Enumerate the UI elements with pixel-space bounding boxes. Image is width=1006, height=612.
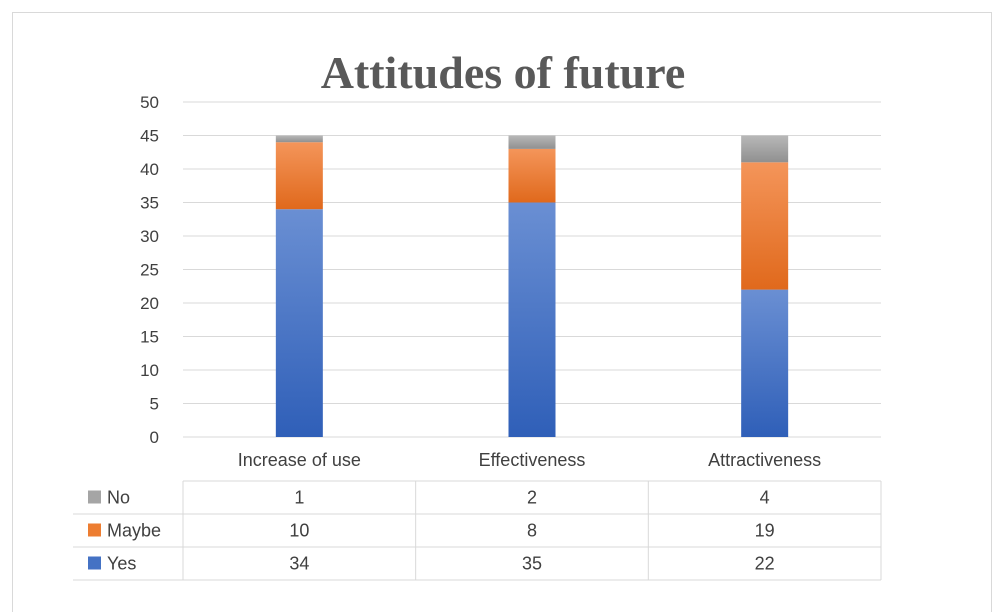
legend-label-no: No <box>107 488 130 508</box>
bar-yes-0 <box>275 209 323 437</box>
y-tick-label-0: 0 <box>150 428 159 447</box>
table-cell-maybe-0: 10 <box>289 521 309 541</box>
bar-no-1 <box>508 135 556 149</box>
table-cell-no-1: 2 <box>527 488 537 508</box>
table-cell-no-2: 4 <box>760 488 770 508</box>
y-tick-label-45: 45 <box>140 127 159 146</box>
legend-label-maybe: Maybe <box>107 521 161 541</box>
table-cell-no-0: 1 <box>294 488 304 508</box>
bar-maybe-0 <box>275 142 323 210</box>
y-tick-label-10: 10 <box>140 361 159 380</box>
category-labels: Increase of use Effectiveness Attractivene… <box>238 450 821 470</box>
y-tick-label-35: 35 <box>140 194 159 213</box>
legend-swatch-no <box>88 490 101 504</box>
bar-no-2 <box>741 135 789 163</box>
bar-yes-2 <box>741 289 789 437</box>
chart-title: Attitudes of future <box>321 47 686 98</box>
category-label-2: Attractiveness <box>708 450 821 470</box>
legend-swatch-yes <box>88 556 101 570</box>
y-tick-label-15: 15 <box>140 328 159 347</box>
bar-maybe-1 <box>508 148 556 203</box>
bar-yes-1 <box>508 202 556 437</box>
table-cell-yes-2: 22 <box>755 554 775 574</box>
table-cell-maybe-1: 8 <box>527 521 537 541</box>
chart-frame: Attitudes of future 0 5 10 15 20 25 30 35 40 45 50… <box>12 12 992 612</box>
y-axis-ticks: 0 5 10 15 20 25 30 35 40 45 50 <box>140 93 159 447</box>
y-tick-label-25: 25 <box>140 261 159 280</box>
chart-svg: Attitudes of future 0 5 10 15 20 25 30 35 40 45 50… <box>73 47 882 581</box>
y-tick-label-40: 40 <box>140 160 159 179</box>
bar-no-0 <box>275 135 323 143</box>
table-cell-maybe-2: 19 <box>755 521 775 541</box>
y-tick-label-50: 50 <box>140 93 159 112</box>
bars <box>275 135 789 437</box>
table-cell-yes-0: 34 <box>289 554 309 574</box>
y-tick-label-5: 5 <box>150 395 159 414</box>
legend-swatch-maybe <box>88 523 101 537</box>
y-tick-label-20: 20 <box>140 294 159 313</box>
data-table: No 1 2 4 Maybe 10 8 19 Yes 34 35 22 <box>73 480 882 581</box>
category-label-1: Effectiveness <box>479 450 586 470</box>
table-cell-yes-1: 35 <box>522 554 542 574</box>
category-label-0: Increase of use <box>238 450 361 470</box>
legend-label-yes: Yes <box>107 554 136 574</box>
bar-maybe-2 <box>741 162 789 290</box>
y-tick-label-30: 30 <box>140 227 159 246</box>
